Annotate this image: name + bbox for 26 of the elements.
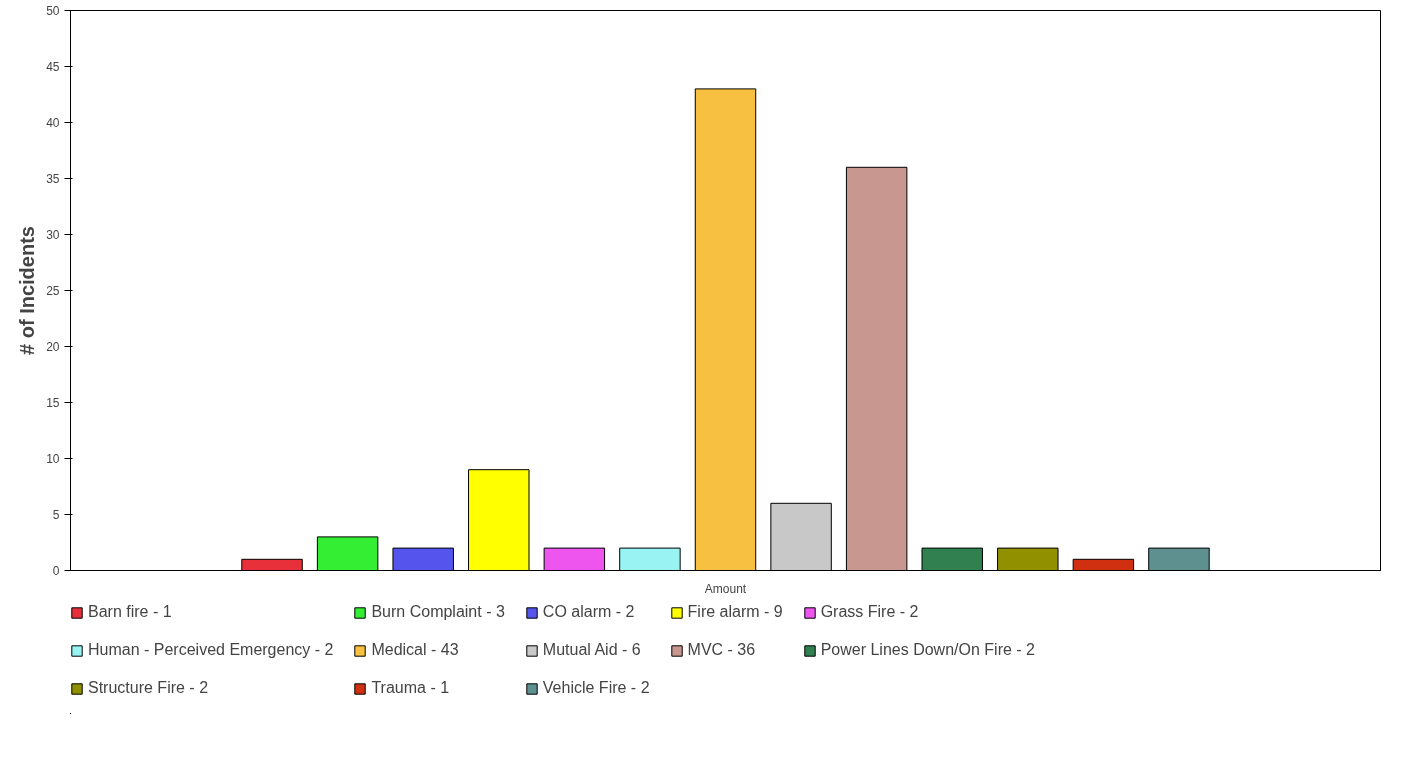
legend-label: Fire alarm - 9 — [687, 603, 783, 621]
y-tick-label: 0 — [52, 564, 60, 578]
y-tick-label: 15 — [46, 396, 60, 410]
legend-label: CO alarm - 2 — [542, 603, 635, 621]
legend-label: Human - Perceived Emergency - 2 — [88, 641, 334, 659]
y-tick-label: 30 — [46, 228, 60, 242]
y-tick-label: 20 — [46, 340, 60, 354]
legend-label: Medical - 43 — [371, 641, 459, 659]
y-tick-label: 5 — [52, 508, 60, 522]
y-axis-title: # of Incidents — [16, 226, 39, 355]
legend-label: Barn fire - 1 — [88, 603, 172, 621]
y-tick-label: 25 — [46, 284, 60, 298]
legend-label: MVC - 36 — [687, 641, 756, 659]
legend-label: Grass Fire - 2 — [820, 603, 919, 621]
y-tick-label: 50 — [46, 4, 60, 18]
legend-label: Mutual Aid - 6 — [542, 641, 641, 659]
legend-label: Vehicle Fire - 2 — [542, 679, 650, 697]
y-tick-label: 45 — [46, 60, 60, 74]
y-tick-label: 35 — [46, 172, 60, 186]
y-tick-label: 40 — [46, 116, 60, 130]
legend-label: Structure Fire - 2 — [88, 679, 209, 697]
legend-label: Trauma - 1 — [371, 679, 450, 697]
legend-label: Power Lines Down/On Fire - 2 — [820, 641, 1035, 659]
legend-label: Burn Complaint - 3 — [371, 603, 505, 621]
y-tick-label: 10 — [46, 452, 60, 466]
x-tick-label: Amount — [704, 581, 747, 596]
